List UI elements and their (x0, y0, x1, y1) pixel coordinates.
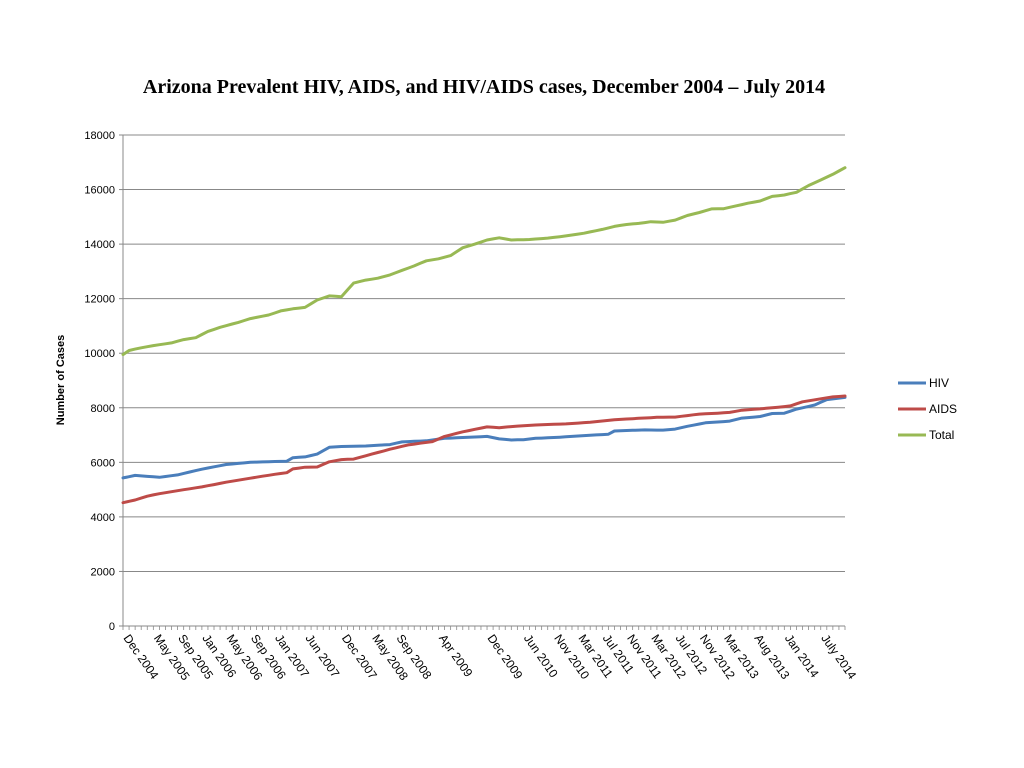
y-tick-label: 12000 (84, 294, 115, 306)
y-tick-label: 4000 (91, 512, 115, 524)
y-tick-label: 6000 (91, 457, 115, 469)
y-tick-label: 16000 (84, 185, 115, 197)
y-tick-label: 0 (109, 621, 115, 633)
grid-lines (123, 134, 845, 572)
series-line-total (121, 166, 847, 357)
series-line-hiv (121, 395, 847, 480)
y-tick-label: 8000 (91, 403, 115, 415)
x-tick-label: Dec 2009 (485, 632, 526, 682)
y-tick-label: 14000 (84, 239, 115, 251)
chart-title: Arizona Prevalent HIV, AIDS, and HIV/AID… (142, 76, 826, 98)
series-lines (121, 166, 847, 505)
y-tick-label: 2000 (91, 566, 115, 578)
x-tick-label: July 2014 (818, 632, 859, 682)
y-axis-label: Number of Cases (55, 335, 67, 425)
y-tick-labels: 0 2000 4000 6000 8000 10000 12000 14000 16000 180… (84, 130, 115, 633)
legend-label-aids: AIDS (929, 402, 957, 416)
legend-label-hiv: HIV (929, 376, 949, 390)
series-line-aids (121, 394, 847, 505)
legend-label-total: Total (929, 428, 954, 442)
legend: HIV AIDS Total (898, 376, 957, 442)
y-tick-label: 10000 (84, 348, 115, 360)
y-tick-label: 18000 (84, 130, 115, 142)
x-tick-label: Apr 2009 (436, 632, 476, 680)
axes (119, 134, 846, 630)
